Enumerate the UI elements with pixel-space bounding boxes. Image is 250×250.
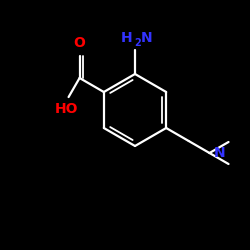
Text: N: N: [141, 31, 152, 45]
Text: 2: 2: [134, 38, 141, 48]
Text: HO: HO: [55, 102, 78, 116]
Text: O: O: [74, 36, 86, 50]
Text: N: N: [214, 146, 225, 160]
Text: H: H: [120, 31, 132, 45]
